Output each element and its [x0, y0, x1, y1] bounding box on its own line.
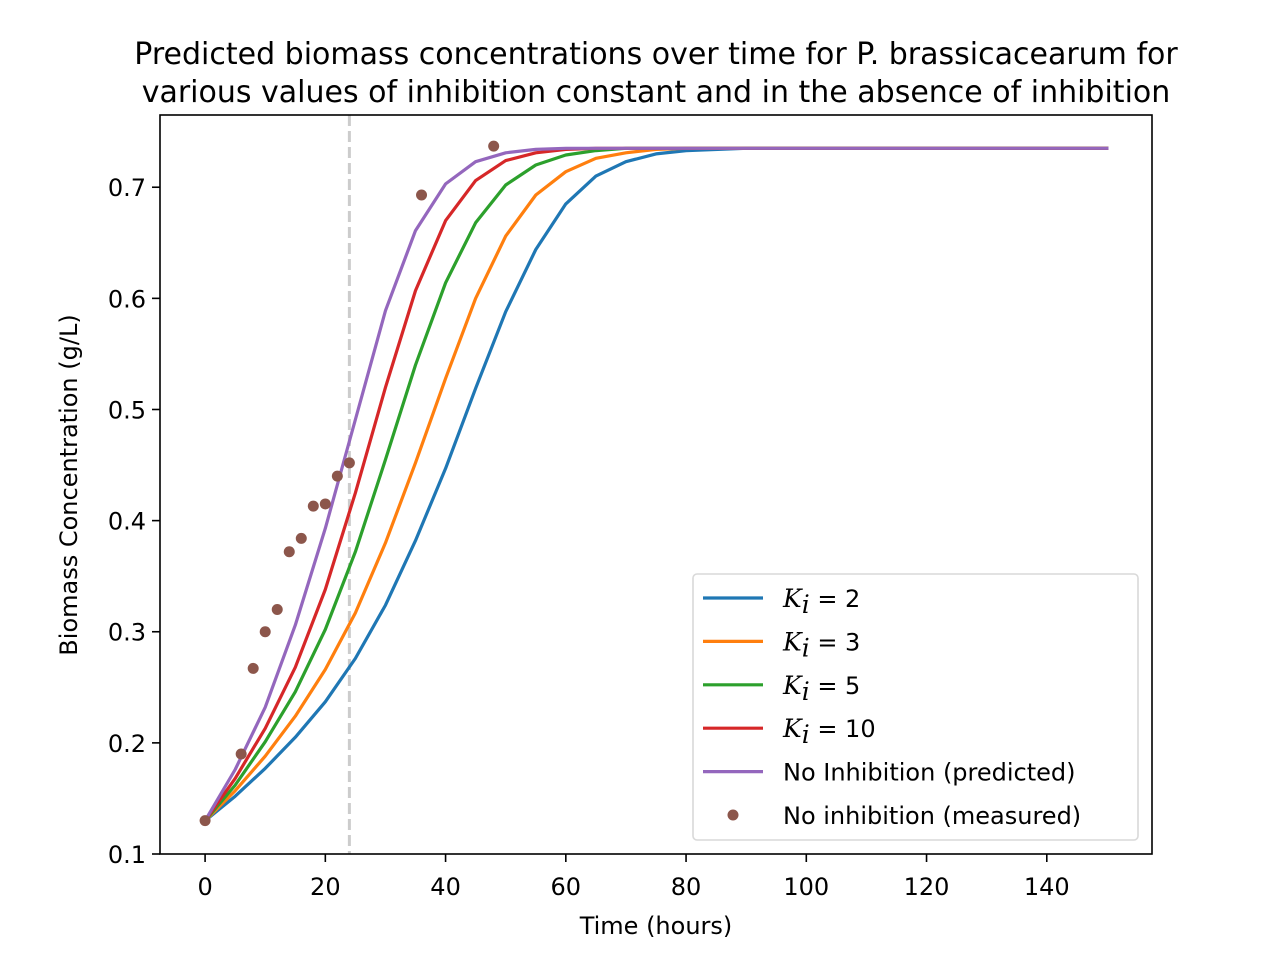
data-point	[319, 498, 331, 510]
series-line-4	[202, 146, 1109, 823]
data-point	[259, 626, 271, 638]
chart-title-line-1: Predicted biomass concentrations over ti…	[134, 37, 1178, 72]
data-point	[416, 189, 428, 201]
data-point	[271, 604, 283, 616]
y-tick-label: 0.1	[108, 841, 146, 869]
x-tick-label: 100	[783, 873, 829, 901]
x-tick-label: 60	[551, 873, 582, 901]
y-tick-label: 0.5	[108, 396, 146, 424]
y-tick-label: 0.7	[108, 174, 146, 202]
x-tick-label: 0	[197, 873, 212, 901]
y-axis-label: Biomass Concentration (g/L)	[55, 314, 83, 655]
x-tick-label: 140	[1024, 873, 1070, 901]
x-tick-label: 80	[671, 873, 702, 901]
legend-label: Ki = 2	[782, 584, 860, 619]
x-tick-label: 40	[430, 873, 461, 901]
legend-box	[692, 573, 1139, 841]
legend-label: No Inhibition (predicted)	[783, 759, 1076, 787]
data-point	[199, 815, 211, 827]
data-point	[307, 500, 319, 512]
legend-label: Ki = 3	[782, 627, 860, 662]
data-point	[488, 140, 500, 152]
legend-label: No inhibition (measured)	[783, 802, 1081, 830]
legend-label: Ki = 10	[782, 714, 876, 749]
data-point	[247, 662, 259, 674]
y-tick-label: 0.4	[108, 508, 146, 536]
chart-title-line-2: various values of inhibition constant an…	[142, 75, 1171, 110]
y-tick-label: 0.2	[108, 730, 146, 758]
axes-layer: 0 20 40 60 80 100 120 140 0.1 0.2 0.3 0.4 0.5 0.6 0.7	[108, 114, 1153, 901]
x-tick-label: 120	[904, 873, 950, 901]
y-tick-label: 0.6	[108, 285, 146, 313]
data-point	[283, 546, 295, 558]
data-point	[295, 532, 307, 544]
data-point	[343, 457, 355, 469]
data-point	[235, 748, 247, 760]
legend: Ki = 2 Ki = 3 Ki = 5 Ki = 10 No Inhibition (…	[692, 573, 1139, 841]
x-tick-label: 20	[310, 873, 341, 901]
legend-swatch-dot	[727, 809, 739, 821]
legend-label: Ki = 5	[782, 671, 860, 706]
series-layer	[199, 115, 1109, 854]
y-tick-label: 0.3	[108, 619, 146, 647]
data-point	[331, 470, 343, 482]
axes-frame	[159, 114, 1153, 855]
x-axis-label: Time (hours)	[579, 912, 733, 940]
